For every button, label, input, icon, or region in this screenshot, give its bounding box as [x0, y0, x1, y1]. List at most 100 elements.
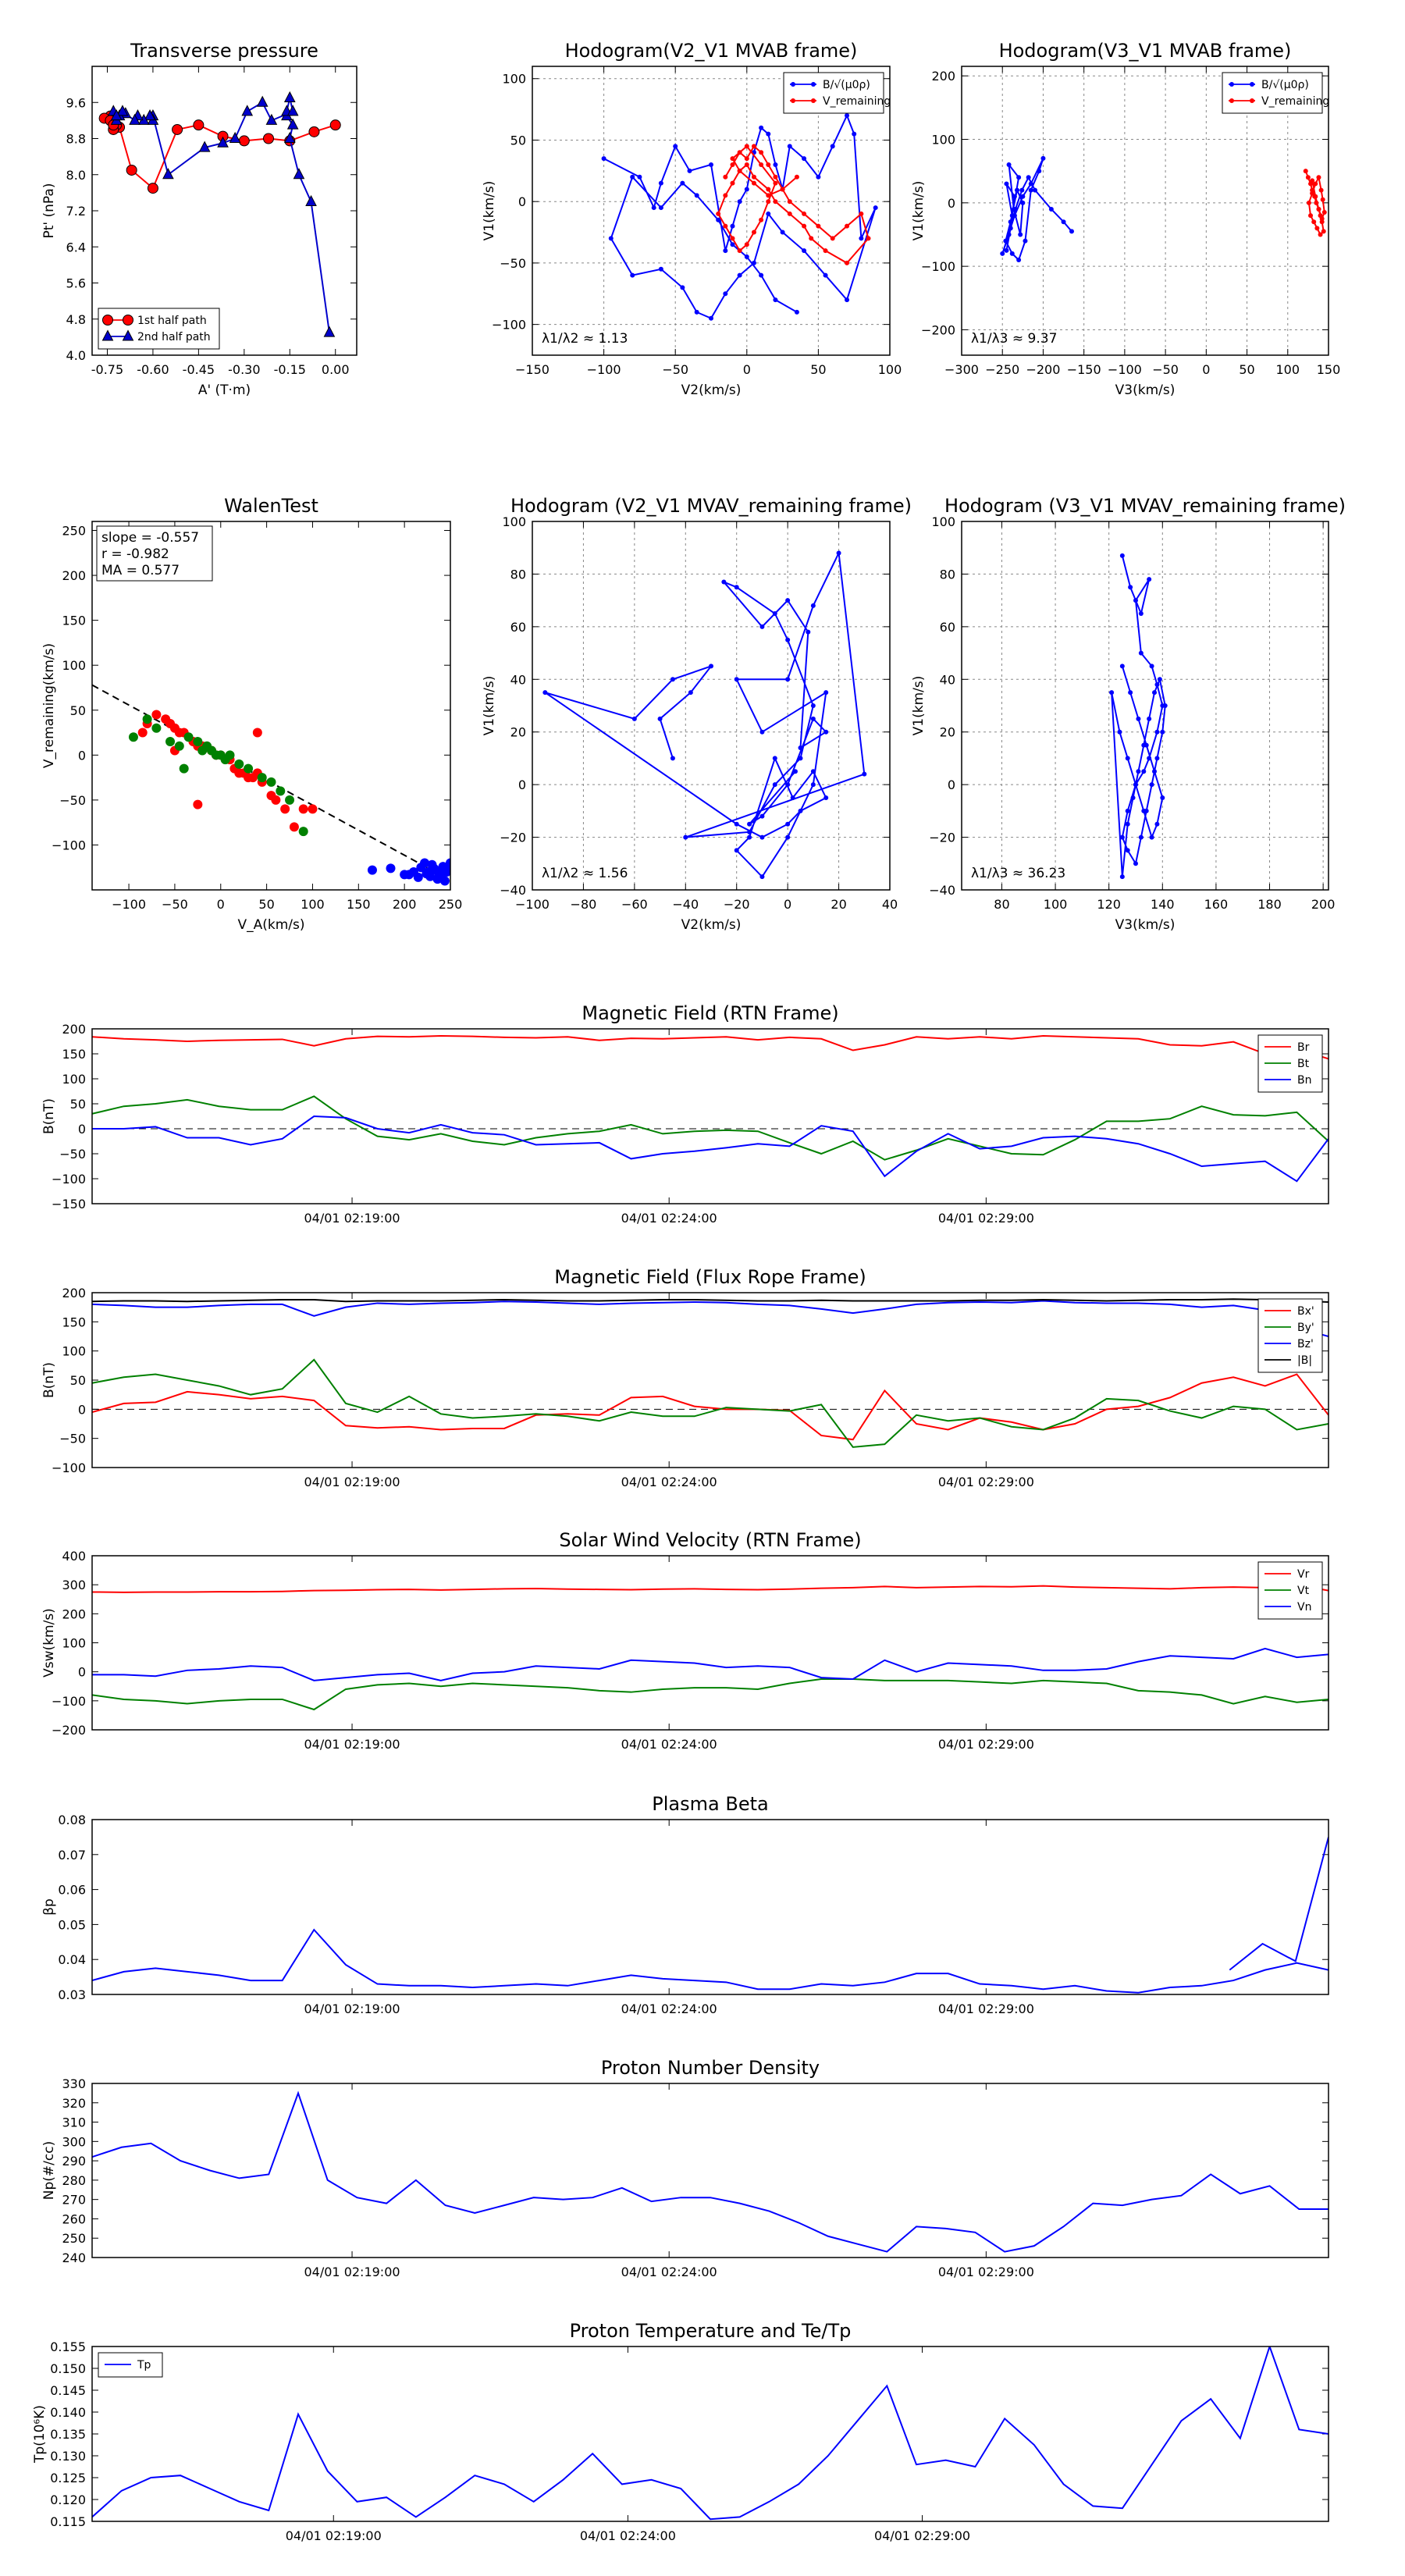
data-point — [802, 211, 807, 216]
chart-title: Hodogram (V3_V1 MVAV_remaining frame) — [944, 495, 1346, 517]
y-tick-label: 290 — [62, 2154, 86, 2169]
data-point — [830, 236, 835, 241]
plot-area — [92, 2090, 1329, 2253]
x-tick-label: −100 — [587, 362, 621, 377]
data-point — [1128, 585, 1133, 590]
plot-frame — [91, 1028, 1329, 1204]
data-point — [283, 131, 296, 143]
data-point — [1152, 690, 1158, 696]
plot-frame — [91, 1292, 1329, 1468]
data-point — [1313, 181, 1318, 187]
data-point — [744, 144, 749, 149]
y-tick-label: 0.150 — [50, 2361, 86, 2376]
legend: B/√(μ0ρ) V_remaining — [1222, 72, 1329, 114]
y-axis-label: Vsw(km/s) — [41, 1608, 57, 1678]
data-point — [651, 205, 656, 211]
x-tick-label: -0.45 — [183, 362, 215, 377]
x-tick-label: 04/01 02:29:00 — [938, 1737, 1034, 1752]
legend-box — [98, 308, 220, 350]
data-point — [404, 870, 414, 880]
legend-label: Tp — [137, 2359, 151, 2371]
data-point — [845, 260, 850, 265]
eigenvalue-ratio: λ1/λ2 ≈ 1.13 — [542, 331, 628, 347]
data-point — [298, 804, 308, 814]
x-tick-label: −100 — [1108, 362, 1142, 377]
x-tick-label: -0.30 — [228, 362, 260, 377]
x-axis-label: V3(km/s) — [1115, 917, 1176, 933]
x-tick-label: 140 — [1151, 897, 1175, 912]
y-tick-label: −100 — [52, 1694, 86, 1709]
y-tick-label: 100 — [62, 1344, 86, 1359]
data-point — [773, 199, 778, 205]
data-point — [1162, 703, 1168, 708]
y-tick-label: −50 — [59, 1432, 86, 1446]
data-point — [787, 199, 792, 205]
data-point — [802, 223, 807, 229]
y-axis-label: Pt' (nPa) — [41, 183, 57, 239]
data-point — [142, 714, 152, 724]
data-point — [785, 598, 791, 603]
legend-label: Vt — [1297, 1585, 1310, 1597]
series-line — [92, 1298, 1329, 1303]
data-point — [1314, 200, 1319, 205]
data-point — [658, 180, 663, 186]
y-tick-label: 0 — [518, 194, 526, 209]
y-tick-label: 240 — [62, 2250, 86, 2265]
data-point — [773, 162, 778, 167]
data-point — [285, 795, 295, 805]
data-point — [734, 677, 739, 682]
y-tick-label: 300 — [62, 2134, 86, 2149]
y-tick-label: 0 — [518, 777, 526, 792]
data-point — [737, 150, 742, 155]
legend: 1st half path 2nd half path — [98, 308, 220, 350]
x-tick-label: 180 — [1257, 897, 1282, 912]
data-point — [1147, 577, 1152, 582]
data-point — [1009, 251, 1015, 256]
y-tick-label: −40 — [929, 883, 955, 898]
data-point — [631, 716, 637, 721]
data-point — [1020, 194, 1026, 199]
data-point — [172, 123, 183, 135]
y-tick-label: 310 — [62, 2115, 86, 2130]
data-point — [1119, 553, 1125, 558]
x-tick-label: 04/01 02:24:00 — [580, 2528, 676, 2543]
data-point — [1033, 187, 1037, 193]
data-point — [1130, 795, 1136, 800]
y-tick-label: 100 — [502, 514, 526, 529]
data-point — [810, 782, 816, 788]
data-point — [276, 786, 286, 796]
data-point — [129, 113, 140, 125]
x-tick-label: 04/01 02:19:00 — [304, 2265, 400, 2279]
data-point — [1310, 178, 1315, 183]
y-tick-label: −50 — [59, 793, 86, 808]
data-point — [798, 756, 803, 761]
series-line — [92, 1034, 1329, 1060]
data-point — [1321, 229, 1326, 234]
x-tick-label: 50 — [810, 362, 826, 377]
plot-area — [92, 2347, 1329, 2521]
x-tick-label: -0.60 — [137, 362, 169, 377]
data-point — [1028, 187, 1033, 193]
data-point — [766, 211, 771, 216]
data-point — [759, 162, 764, 167]
y-tick-label: 200 — [931, 69, 955, 84]
data-point — [244, 763, 254, 774]
y-axis-label: V1(km/s) — [482, 181, 497, 241]
y-tick-label: 0 — [948, 196, 955, 211]
data-point — [1136, 769, 1141, 774]
x-tick-label: 04/01 02:19:00 — [286, 2528, 382, 2543]
series-line — [544, 550, 866, 878]
y-tick-label: 250 — [62, 2231, 86, 2246]
data-point — [193, 737, 203, 747]
data-point — [257, 773, 267, 783]
series-line — [603, 113, 877, 320]
legend-marker — [791, 98, 795, 103]
y-tick-label: 0.06 — [58, 1883, 86, 1898]
data-point — [238, 135, 250, 147]
plot-frame — [532, 66, 891, 356]
data-point — [1311, 219, 1317, 225]
y-tick-label: −100 — [52, 1461, 86, 1475]
y-tick-label: 50 — [70, 1097, 86, 1112]
data-point — [289, 822, 299, 832]
data-point — [744, 156, 749, 162]
